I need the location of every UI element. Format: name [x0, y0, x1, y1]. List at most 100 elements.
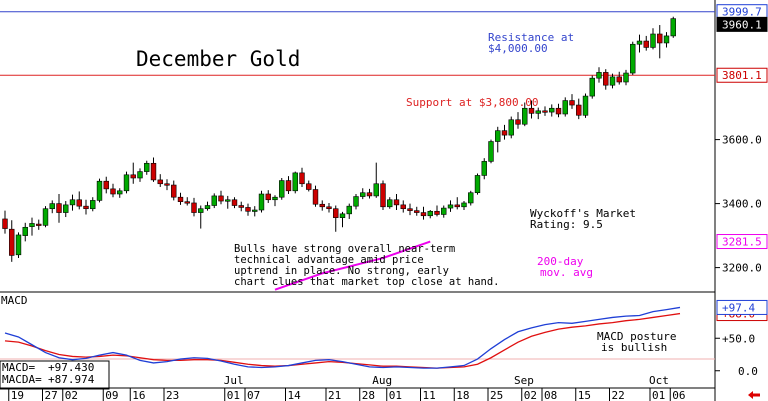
candle-up	[636, 40, 643, 45]
macd-readout-label: MACD=	[2, 361, 35, 374]
wyckoff-rating: Wyckoff's Market Rating: 9.5	[530, 207, 643, 231]
chart-title: December Gold	[136, 47, 300, 71]
macda-readout-label: MACDA=	[2, 373, 42, 386]
candle-up	[596, 72, 602, 79]
candle-up	[650, 33, 656, 48]
candle-up	[211, 195, 217, 206]
candle-up	[225, 199, 231, 202]
candle-up	[441, 207, 447, 215]
candle-down	[420, 212, 427, 217]
candle-up	[663, 35, 670, 44]
scroll-arrow-icon[interactable]	[748, 391, 760, 399]
price-value-text: 3960.1	[722, 18, 762, 31]
candle-down	[555, 107, 562, 115]
candle-up	[63, 204, 69, 213]
macd-readout-value: +97.430	[48, 361, 94, 374]
candle-down	[177, 196, 184, 202]
candle-down	[515, 119, 521, 125]
x-axis-day-label: 11	[423, 389, 436, 401]
price-axis-tick-label: 3400.0	[722, 198, 762, 211]
commentary-line-4: chart clues that market top close at han…	[234, 276, 500, 288]
candle-down	[238, 205, 244, 208]
commentary-line-3: uptrend in place. No strong, early	[234, 265, 449, 277]
candle-up	[522, 107, 528, 125]
x-axis-month-label: Sep	[514, 374, 534, 387]
x-axis-day-label: 19	[11, 389, 24, 401]
wyckoff-rating-line-1: Wyckoff's Market	[530, 207, 636, 220]
support-label: Support at $3,800.00	[406, 96, 538, 109]
candle-down	[306, 183, 312, 190]
price-value-box	[716, 16, 768, 32]
candle-down	[616, 76, 622, 83]
macd-axis-tick-label: +50.0	[722, 332, 755, 345]
candle-up	[96, 180, 103, 201]
candle-down	[191, 202, 197, 213]
candle-down	[434, 210, 440, 215]
candle-up	[69, 199, 76, 206]
x-axis-day-label: 07	[247, 389, 260, 401]
candle-down	[542, 110, 548, 113]
candle-up	[387, 199, 393, 208]
candle-down	[643, 40, 649, 48]
candle-down	[130, 174, 136, 179]
candle-down	[285, 180, 292, 192]
x-axis-day-label: 28	[362, 389, 375, 401]
candle-up	[447, 204, 454, 209]
candle-up	[353, 196, 359, 207]
candle-down	[393, 199, 400, 206]
macd-value-text: +97.4	[722, 301, 755, 314]
candle-down	[184, 201, 190, 204]
candle-up	[562, 100, 568, 115]
price-value-box	[716, 234, 768, 250]
candle-up	[90, 200, 96, 210]
candle-up	[144, 162, 150, 172]
candle-down	[414, 210, 420, 213]
candle-down	[312, 189, 319, 205]
candle-down	[501, 130, 508, 136]
candle-down	[326, 206, 332, 210]
macd-panel: MACD MACD posture is bullish +50.00.0+88…	[0, 294, 768, 390]
commentary-line-1: Bulls have strong overall near-term	[234, 243, 455, 255]
candle-down	[400, 204, 406, 210]
x-axis-day-label: 09	[105, 389, 118, 401]
macd-readout: MACD= +97.430 MACDA= +87.974	[0, 360, 110, 390]
candle-up	[123, 174, 130, 192]
commentary-line-2: technical advantage amid price	[234, 254, 424, 266]
candle-up	[22, 226, 28, 236]
x-axis-day-label: 15	[578, 389, 591, 401]
candle-up	[252, 209, 258, 212]
price-value-text: 3999.7	[722, 6, 762, 19]
candle-up	[623, 72, 629, 83]
x-axis-day-label: 06	[672, 389, 685, 401]
candle-down	[231, 199, 238, 206]
x-axis-day-label: 02	[524, 389, 537, 401]
ma-label-line-2: mov. avg	[540, 266, 593, 279]
macd-note-line-2: is bullish	[601, 341, 667, 354]
candle-up	[15, 234, 22, 256]
x-axis-day-label: 16	[132, 389, 145, 401]
candle-down	[319, 203, 325, 208]
candle-down	[407, 208, 413, 211]
candle-down	[2, 218, 8, 229]
x-axis-day-label: 23	[166, 389, 179, 401]
candle-down	[657, 33, 663, 44]
candle-down	[110, 188, 116, 195]
candle-up	[49, 203, 55, 210]
wyckoff-rating-line-2: Rating: 9.5	[530, 218, 603, 231]
price-axis-tick-label: 3200.0	[722, 262, 762, 275]
candle-down	[9, 228, 15, 256]
candle-down	[171, 184, 177, 198]
commentary: Bulls have strong overall near-term tech…	[234, 243, 500, 288]
ma-label-line-1: 200-day	[537, 255, 584, 268]
candle-up	[474, 175, 481, 194]
macd-note-line-1: MACD posture	[597, 330, 676, 343]
candle-up	[427, 210, 433, 217]
candle-up	[204, 205, 211, 210]
candle-down	[333, 208, 339, 218]
x-axis-day-label: 18	[456, 389, 469, 401]
x-axis-month-label: Aug	[372, 374, 392, 387]
macd-axis-tick-label: 0.0	[738, 365, 758, 378]
price-value-box	[716, 67, 768, 83]
